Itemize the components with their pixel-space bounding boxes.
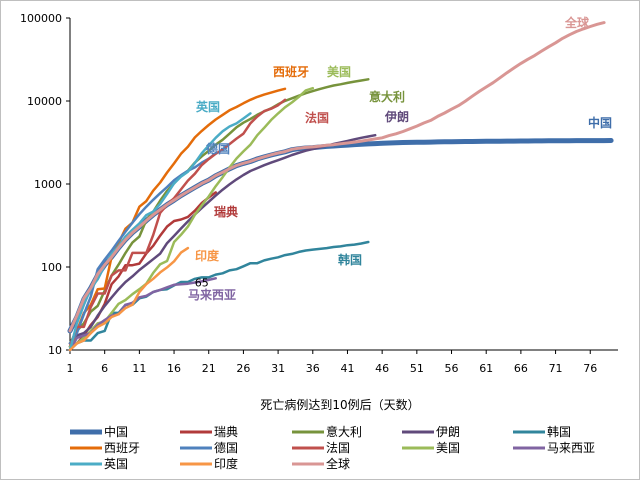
x-tick-label: 66 — [514, 362, 528, 375]
series-label-3: 伊朗 — [384, 109, 409, 124]
legend-label-11: 印度 — [214, 456, 238, 471]
x-tick-label: 51 — [410, 362, 424, 375]
x-tick-label: 11 — [132, 362, 146, 375]
x-tick-label: 76 — [583, 362, 597, 375]
x-tick-label: 1 — [67, 362, 74, 375]
x-tick-label: 36 — [306, 362, 320, 375]
series-line-5 — [68, 87, 287, 352]
legend-label-3: 伊朗 — [436, 425, 460, 439]
series-line-6 — [68, 151, 217, 345]
x-tick-label: 26 — [236, 362, 250, 375]
x-axis-title: 死亡病例达到10例后（天数） — [260, 397, 419, 412]
legend-label-8: 美国 — [436, 441, 460, 455]
y-tick-label: 100000 — [20, 12, 62, 25]
series-label-4: 韩国 — [338, 252, 362, 267]
legend-label-2: 意大利 — [326, 424, 362, 439]
series-label-1: 瑞典 — [214, 204, 238, 219]
series-label-8: 美国 — [327, 64, 351, 79]
legend-label-12: 全球 — [326, 456, 350, 471]
x-tick-label: 16 — [167, 362, 181, 375]
x-tick-label: 56 — [445, 362, 459, 375]
series-line-8 — [68, 86, 315, 348]
series-label-6: 德国 — [206, 141, 230, 156]
series-line-0 — [67, 138, 614, 334]
series-line-10 — [68, 112, 252, 352]
series-line-7 — [68, 98, 287, 348]
series-label-9: 马来西亚 — [188, 287, 236, 302]
legend-label-5: 西班牙 — [104, 441, 140, 455]
y-tick-label: 1000 — [34, 178, 62, 191]
series-line-12 — [68, 21, 606, 333]
annotations: 65 — [195, 277, 209, 290]
legend-label-6: 德国 — [214, 440, 238, 455]
series-label-11: 印度 — [195, 248, 220, 263]
annotation-label: 65 — [195, 277, 209, 290]
legend-label-1: 瑞典 — [214, 425, 238, 439]
series-line-11 — [68, 246, 190, 352]
y-tick-label: 100 — [41, 261, 62, 274]
y-tick-label: 10 — [48, 344, 62, 357]
series-label-10: 英国 — [196, 99, 220, 114]
x-tick-label: 6 — [101, 362, 108, 375]
legend-label-0: 中国 — [104, 424, 128, 439]
y-ticks: 10 100 1000 10000 100000 — [20, 12, 70, 357]
legend-label-10: 英国 — [104, 457, 128, 471]
series-label-5: 西班牙 — [273, 64, 309, 79]
series-label-2: 意大利 — [369, 89, 405, 104]
series-line-2 — [68, 78, 370, 345]
legend-label-4: 韩国 — [547, 424, 571, 439]
legend-label-9: 马来西亚 — [547, 441, 595, 455]
y-tick-label: 10000 — [27, 95, 62, 108]
series-label-12: 全球 — [564, 15, 590, 30]
x-tick-label: 71 — [549, 362, 563, 375]
x-tick-label: 21 — [202, 362, 216, 375]
series-label-7: 法国 — [305, 110, 329, 125]
x-tick-label: 31 — [271, 362, 285, 375]
x-tick-label: 41 — [340, 362, 354, 375]
x-tick-label: 46 — [375, 362, 389, 375]
x-ticks: 1 6 11 16 21 26 31 36 41 46 51 56 61 66 71 76 — [67, 350, 597, 375]
series-label-0: 中国 — [588, 115, 612, 130]
x-tick-label: 61 — [479, 362, 493, 375]
series-lines — [67, 21, 614, 352]
legend-label-7: 法国 — [326, 441, 350, 455]
